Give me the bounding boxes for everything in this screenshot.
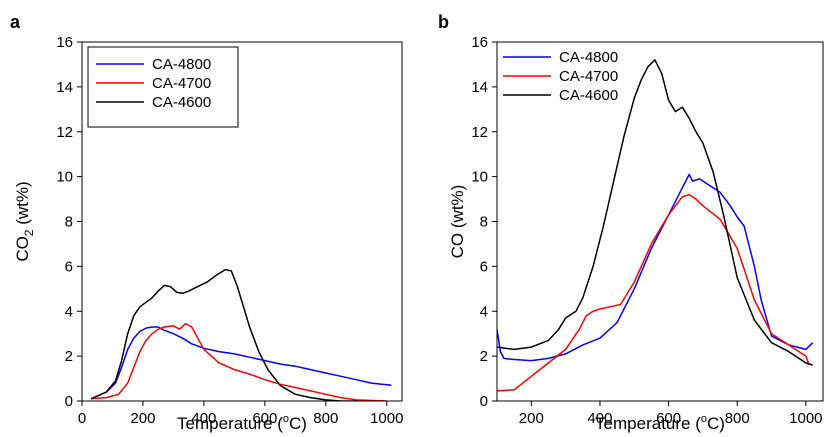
y-tick-label: 14 — [471, 79, 488, 96]
y-axis-title-end: (wt%) — [13, 181, 32, 229]
x-tick-label: 1000 — [370, 410, 403, 427]
y-tick-label: 6 — [480, 258, 488, 275]
y-tick-label: 16 — [471, 34, 488, 51]
series-line-ca-4800 — [90, 326, 392, 400]
series-group — [497, 59, 814, 392]
y-tick-label: 12 — [471, 124, 488, 141]
legend-label: CA-4600 — [559, 87, 618, 104]
y-axis-title-main: CO — [13, 236, 32, 262]
legend-label: CA-4800 — [152, 56, 211, 73]
y-tick-label: 8 — [480, 214, 488, 231]
x-axis-title: Temperature (oC) — [595, 413, 725, 433]
y-tick-label: 6 — [65, 258, 73, 275]
x-tick-label: 400 — [191, 410, 216, 427]
y-axis-title-main: CO (wt%) — [448, 185, 467, 259]
series-line-ca-4600 — [497, 59, 813, 366]
x-axis-title-sup: o — [701, 413, 707, 425]
x-tick-label: 200 — [130, 410, 155, 427]
x-axis-title: Temperature (oC) — [177, 413, 307, 433]
y-axis-title: CO2 (wt%) — [13, 181, 36, 261]
y-tick-label: 2 — [65, 348, 73, 365]
legend-label: CA-4600 — [152, 94, 211, 111]
x-tick-label: 1000 — [789, 410, 822, 427]
x-axis-title-sup: o — [283, 413, 289, 425]
x-tick-label: 600 — [656, 410, 681, 427]
x-tick-label: 600 — [252, 410, 277, 427]
series-line-ca-4700 — [497, 193, 810, 392]
series-line-ca-4600 — [90, 268, 357, 401]
series-group — [90, 268, 392, 401]
x-tick-label: 800 — [313, 410, 338, 427]
y-tick-label: 16 — [56, 34, 73, 51]
x-tick-label: 800 — [725, 410, 750, 427]
chart-panel-a: a 0 200 400 600 800 1000 0 2 4 6 8 10 12 14 16 Temperatu… — [10, 12, 403, 433]
y-tick-label: 12 — [56, 124, 73, 141]
plot-frame — [496, 41, 824, 402]
y-tick-label: 10 — [471, 169, 488, 186]
panel-label: a — [10, 12, 21, 32]
y-tick-label: 4 — [480, 303, 488, 320]
x-tick-label: 0 — [78, 410, 86, 427]
legend: CA-4800 CA-4700 CA-4600 — [87, 46, 239, 128]
panel-label: b — [438, 12, 449, 32]
legend-box — [87, 46, 239, 128]
y-tick-label: 10 — [56, 169, 73, 186]
legend-label: CA-4700 — [152, 75, 211, 92]
legend-label: CA-4800 — [559, 49, 618, 66]
y-tick-label: 4 — [65, 303, 73, 320]
x-axis-title-main: Temperature ( — [595, 414, 701, 433]
y-tick-label: 2 — [480, 348, 488, 365]
y-tick-label: 14 — [56, 79, 73, 96]
y-tick-label: 8 — [65, 214, 73, 231]
x-axis-title-end: C) — [707, 414, 725, 433]
x-axis-title-main: Temperature ( — [177, 414, 283, 433]
x-tick-label: 200 — [519, 410, 544, 427]
chart-panel-b: b 200 400 600 800 1000 0 2 4 6 8 10 12 14 16 Temperatur… — [438, 12, 824, 433]
legend-label: CA-4700 — [559, 68, 618, 85]
legend: CA-4800 CA-4700 CA-4600 — [503, 49, 618, 104]
series-line-ca-4800 — [497, 173, 814, 362]
y-tick-label: 0 — [480, 393, 488, 410]
x-tick-label: 400 — [587, 410, 612, 427]
series-line-ca-4700 — [91, 322, 387, 401]
y-axis-title: CO (wt%) — [448, 185, 467, 259]
y-tick-label: 0 — [65, 393, 73, 410]
x-axis-title-end: C) — [289, 414, 307, 433]
y-axis-title-sub: 2 — [22, 229, 36, 236]
